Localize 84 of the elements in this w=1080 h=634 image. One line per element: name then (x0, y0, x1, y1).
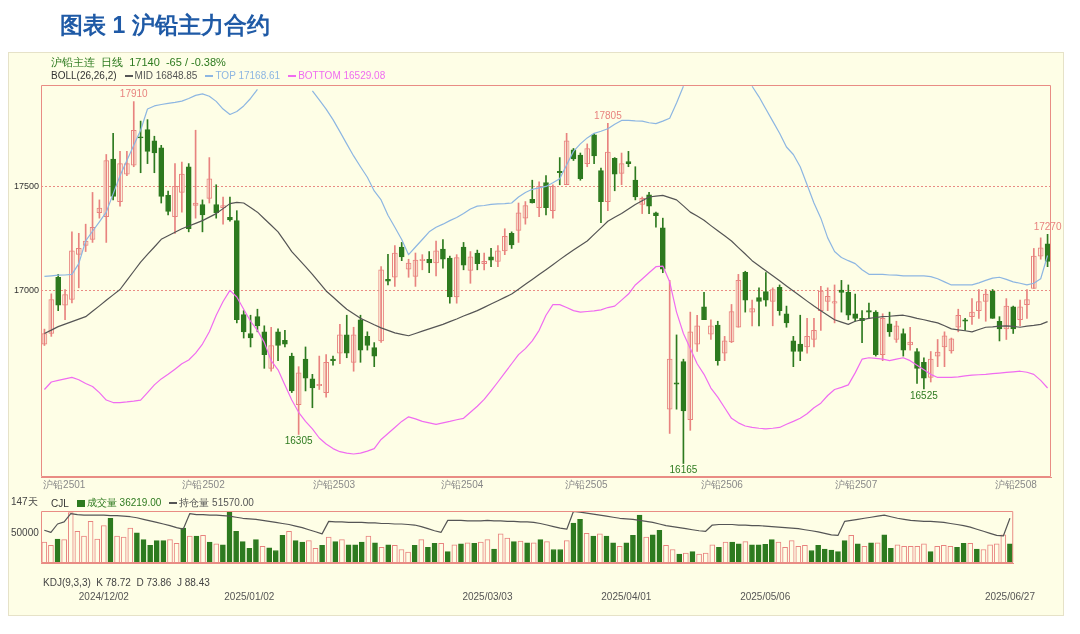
x-tick-label: 2025/04/01 (601, 590, 652, 602)
bar (220, 544, 226, 563)
bar (253, 539, 259, 563)
bar (881, 534, 888, 563)
bar (332, 541, 339, 563)
text: 沪铅2508 (994, 478, 1038, 490)
candlestick (962, 318, 968, 331)
bar (630, 535, 636, 563)
text: KDJ(9,3,3) K 78.72 D 73.86 J 88.43 (43, 577, 210, 588)
bar (358, 541, 365, 563)
text: 50000 (11, 527, 39, 538)
legend-label: TOP 17168.61 (215, 70, 281, 81)
bar (815, 544, 821, 563)
x-tick-label: 2025/01/02 (224, 590, 275, 602)
x-tick-label: 2025/03/03 (462, 590, 513, 602)
y-tick-label: 17500 (13, 181, 39, 192)
candlestick (866, 302, 872, 319)
annotation: 16165 (669, 464, 698, 476)
bar (888, 548, 894, 563)
candlestick (385, 254, 391, 286)
text: 沪铅2505 (565, 478, 608, 490)
x-tick-label: 2025/06/27 (984, 590, 1036, 602)
bar (233, 530, 239, 563)
bar (491, 548, 497, 563)
chart-title: 图表 1 沪铅主力合约 (60, 11, 270, 40)
y-tick-label: 17000 (13, 284, 39, 295)
bar (511, 541, 517, 563)
bar (425, 547, 431, 563)
bar (835, 551, 841, 563)
bar (239, 541, 246, 563)
x-tick-label: 2024/12/02 (78, 590, 130, 602)
text: 沪铅2502 (182, 478, 226, 490)
annotation: 17910 (119, 88, 149, 100)
annotation: 17805 (593, 110, 623, 122)
bar (180, 527, 187, 563)
bar (319, 544, 325, 563)
bar (716, 547, 722, 563)
bar (372, 542, 378, 563)
text: 沪铅2504 (441, 478, 484, 490)
bar (749, 544, 755, 563)
bar (471, 542, 478, 563)
bar (299, 541, 306, 563)
bar (352, 544, 358, 563)
legend-label: 持仓量 51570.00 (179, 496, 254, 510)
bar (610, 542, 616, 563)
bar (854, 543, 861, 563)
bar (385, 544, 392, 563)
text: 沪铅2507 (834, 478, 878, 490)
bar (623, 542, 630, 563)
bar (134, 532, 140, 563)
annotation: 16305 (284, 435, 313, 447)
text: 沪铅2506 (700, 478, 744, 490)
bar (762, 543, 769, 563)
legend-title: BOLL(26,26,2) (51, 70, 117, 81)
bar (266, 547, 273, 563)
legend-label: BOTTOM 16529.08 (298, 70, 386, 81)
annotation: 16525 (909, 389, 939, 401)
bar (590, 535, 597, 563)
bar (729, 541, 735, 563)
legend-title: CJL (51, 497, 69, 509)
bar (1007, 543, 1013, 563)
text: 147天 (11, 495, 38, 509)
bar (557, 549, 564, 563)
bar (954, 547, 960, 563)
text: 沪铅2503 (312, 478, 356, 490)
legend-label: 成交量 36219.00 (86, 496, 162, 510)
bar (444, 551, 451, 563)
bar (735, 543, 742, 563)
x-tick-label: 2025/05/06 (740, 590, 791, 602)
bar (676, 553, 683, 563)
bar (147, 544, 153, 563)
bar (821, 548, 828, 563)
text: 沪铅2501 (43, 478, 86, 490)
bar (974, 548, 980, 563)
legend-label: MID 16848.85 (134, 70, 198, 81)
bar (411, 544, 418, 563)
bar (153, 540, 160, 563)
bar (769, 539, 775, 563)
bar (524, 542, 530, 563)
chart-subtitle: 沪铅主连 日线 17140 -65 / -0.38% (51, 55, 226, 70)
bar (577, 518, 583, 563)
bar (649, 534, 656, 563)
bar (458, 543, 464, 563)
bar (868, 542, 874, 563)
